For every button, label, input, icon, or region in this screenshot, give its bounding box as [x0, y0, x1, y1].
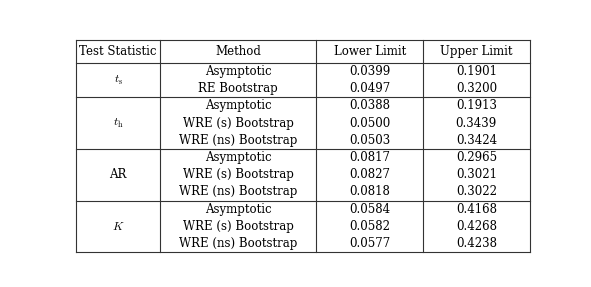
Text: 0.0582: 0.0582 — [349, 220, 390, 233]
Text: $t_\mathrm{h}$: $t_\mathrm{h}$ — [113, 117, 124, 130]
Text: 0.0503: 0.0503 — [349, 134, 391, 147]
Text: 0.1901: 0.1901 — [456, 65, 497, 78]
Text: 0.3021: 0.3021 — [456, 168, 497, 181]
Text: 0.4238: 0.4238 — [456, 237, 497, 250]
Text: Lower Limit: Lower Limit — [334, 45, 406, 58]
Text: 0.0577: 0.0577 — [349, 237, 391, 250]
Text: WRE (s) Bootstrap: WRE (s) Bootstrap — [183, 168, 294, 181]
Text: Asymptotic: Asymptotic — [205, 203, 272, 216]
Text: 0.0399: 0.0399 — [349, 65, 391, 78]
Text: Test Statistic: Test Statistic — [79, 45, 157, 58]
Text: $K$: $K$ — [112, 220, 124, 233]
Text: $t_\mathrm{s}$: $t_\mathrm{s}$ — [113, 73, 123, 87]
Text: Asymptotic: Asymptotic — [205, 99, 272, 113]
Text: 0.0827: 0.0827 — [349, 168, 390, 181]
Text: Asymptotic: Asymptotic — [205, 151, 272, 164]
Text: RE Bootstrap: RE Bootstrap — [199, 82, 278, 95]
Text: WRE (ns) Bootstrap: WRE (ns) Bootstrap — [179, 237, 297, 250]
Text: 0.0500: 0.0500 — [349, 117, 391, 130]
Text: AR: AR — [109, 168, 127, 181]
Text: Upper Limit: Upper Limit — [440, 45, 512, 58]
Text: Asymptotic: Asymptotic — [205, 65, 272, 78]
Text: WRE (ns) Bootstrap: WRE (ns) Bootstrap — [179, 134, 297, 147]
Text: Method: Method — [215, 45, 261, 58]
Text: 0.4168: 0.4168 — [456, 203, 497, 216]
Text: 0.0584: 0.0584 — [349, 203, 390, 216]
Text: 0.2965: 0.2965 — [456, 151, 497, 164]
Text: 0.1913: 0.1913 — [456, 99, 497, 113]
Text: 0.3022: 0.3022 — [456, 185, 497, 198]
Text: 0.0497: 0.0497 — [349, 82, 391, 95]
Text: WRE (s) Bootstrap: WRE (s) Bootstrap — [183, 220, 294, 233]
Text: 0.3439: 0.3439 — [456, 117, 497, 130]
Text: 0.3200: 0.3200 — [456, 82, 497, 95]
Text: 0.0817: 0.0817 — [349, 151, 390, 164]
Text: WRE (ns) Bootstrap: WRE (ns) Bootstrap — [179, 185, 297, 198]
Text: 0.0818: 0.0818 — [349, 185, 390, 198]
Text: WRE (s) Bootstrap: WRE (s) Bootstrap — [183, 117, 294, 130]
Text: 0.0388: 0.0388 — [349, 99, 390, 113]
Text: 0.4268: 0.4268 — [456, 220, 497, 233]
Text: 0.3424: 0.3424 — [456, 134, 497, 147]
